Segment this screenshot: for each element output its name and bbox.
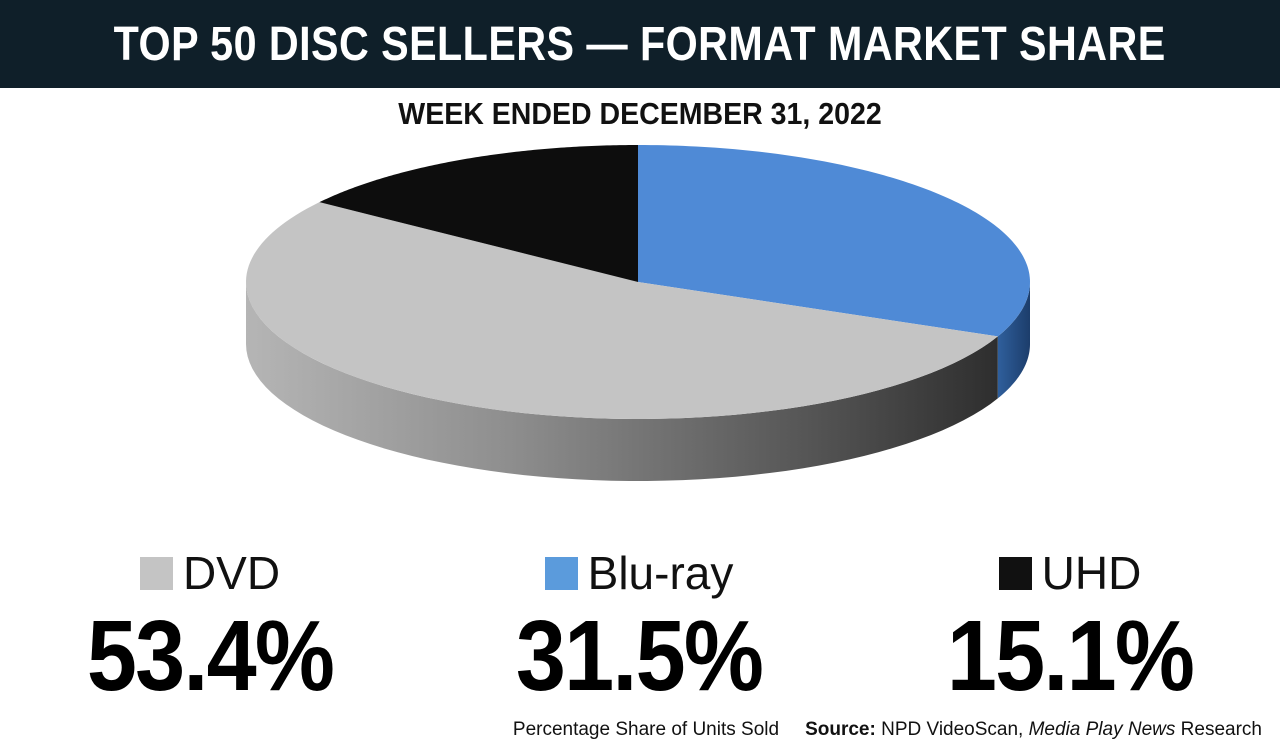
pie-slice-bluray xyxy=(638,145,1030,337)
legend-item-uhd: UHD 15.1% xyxy=(860,548,1280,738)
footer-note: Percentage Share of Units Sold xyxy=(512,719,780,740)
title-bar: TOP 50 DISC SELLERS — FORMAT MARKET SHAR… xyxy=(0,0,1280,88)
pie-slice-dvd xyxy=(246,202,998,419)
legend-item-bluray: Blu-ray 31.5% xyxy=(429,548,849,738)
legend-label-bluray: Blu-ray xyxy=(587,547,734,599)
pie-sides xyxy=(246,282,1030,481)
legend-item-dvd: DVD 53.4% xyxy=(0,548,420,738)
chart-title: TOP 50 DISC SELLERS — FORMAT MARKET SHAR… xyxy=(113,17,1167,71)
pie-side-dvd xyxy=(246,282,998,481)
legend-swatch-bluray xyxy=(544,556,578,590)
legend-label-dvd: DVD xyxy=(182,547,281,599)
legend-swatch-dvd xyxy=(139,556,173,590)
footer-source-text: NPD VideoScan, xyxy=(875,719,1029,740)
footer-source-tail: Research xyxy=(1175,719,1262,740)
pie-tops xyxy=(246,145,1030,419)
legend-value-uhd: 15.1% xyxy=(946,600,1195,712)
legend-value-bluray: 31.5% xyxy=(515,600,764,712)
pie-chart xyxy=(246,145,1030,481)
footer: Percentage Share of Units Sold Source: NP… xyxy=(513,719,1262,741)
legend-value-dvd: 53.4% xyxy=(86,600,335,712)
footer-source-label: Source: xyxy=(805,719,876,740)
legend-label-uhd: UHD xyxy=(1041,547,1142,599)
legend-swatch-uhd xyxy=(998,556,1032,590)
footer-source-italic: Media Play News xyxy=(1028,719,1176,740)
pie-slice-uhd xyxy=(319,145,638,282)
chart-subtitle: WEEK ENDED DECEMBER 31, 2022 xyxy=(398,96,882,131)
pie-side-bluray xyxy=(997,282,1030,399)
